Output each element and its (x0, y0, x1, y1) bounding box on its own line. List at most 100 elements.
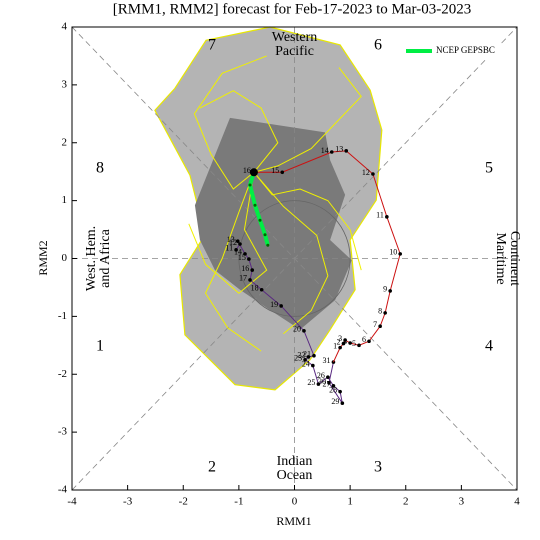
observed-point (338, 389, 342, 394)
observed-point (280, 170, 285, 175)
y-tick-label: -4 (58, 484, 68, 496)
observed-point (343, 338, 347, 342)
y-tick-label: 1 (62, 194, 68, 206)
phase-label: 6 (374, 37, 382, 54)
observed-point (378, 324, 382, 329)
observed-connector (332, 347, 341, 363)
observed-point (348, 341, 352, 345)
observed-point (327, 381, 331, 385)
observed-point (367, 339, 371, 344)
phase-label: 2 (208, 459, 216, 476)
point-label: 26 (317, 371, 325, 380)
x-tick-label: 2 (403, 496, 409, 508)
observed-point (388, 289, 392, 293)
point-label: 2 (336, 337, 340, 346)
phase-label: 3 (374, 459, 382, 476)
x-tick-label: 4 (514, 496, 520, 508)
point-label: 23 (294, 354, 302, 363)
point-label: 15 (238, 253, 246, 262)
uncertainty-area (194, 117, 352, 330)
point-label: 11 (376, 211, 384, 220)
observed-point (311, 363, 315, 368)
phase-label: 7 (208, 37, 216, 54)
observed-point (326, 375, 330, 379)
mean-point (258, 218, 262, 222)
point-label: 22 (297, 351, 305, 360)
point-label: 13 (227, 235, 235, 244)
point-label: 3 (338, 334, 342, 343)
y-tick-label: -1 (58, 310, 67, 322)
plot-area: 1112131415161718192021222324252627282930… (58, 21, 522, 508)
observed-point (247, 257, 251, 261)
region-label: West. Hem. (84, 226, 99, 291)
point-label: 24 (302, 359, 310, 368)
ensemble-mean (247, 171, 270, 246)
phase-label: 4 (485, 338, 493, 355)
point-label: 31 (322, 356, 330, 365)
point-label: 25 (307, 378, 315, 387)
x-tick-label: -2 (179, 496, 188, 508)
y-tick-label: -2 (58, 368, 67, 380)
observed-point (279, 304, 283, 308)
observed-point (302, 329, 306, 333)
point-label: 21 (303, 350, 311, 359)
initial-point (249, 168, 258, 177)
observed-point (329, 150, 334, 154)
observed-point (357, 343, 361, 348)
mean-point (248, 183, 252, 187)
point-label: 13 (335, 145, 343, 154)
x-tick-label: -1 (234, 496, 243, 508)
ensemble-member (253, 67, 362, 173)
region-label: Western (272, 30, 318, 45)
observed-point (340, 401, 345, 405)
mean-point (253, 203, 257, 207)
point-label: 15 (271, 166, 279, 175)
y-tick-label: 4 (62, 21, 68, 33)
x-tick-label: 3 (459, 496, 465, 508)
point-label: 28 (329, 385, 337, 394)
observed-point (398, 252, 402, 256)
point-label: 4 (343, 337, 347, 346)
point-label: 14 (321, 146, 329, 155)
point-label: 30 (318, 377, 326, 386)
point-label: 17 (239, 274, 247, 283)
observed-point (250, 268, 255, 272)
region-label: and Africa (98, 228, 113, 287)
point-label: 19 (270, 300, 278, 309)
observed-point (259, 287, 264, 292)
point-label: 16 (243, 166, 251, 175)
unit-circle (238, 200, 351, 317)
point-label: 27 (322, 380, 330, 389)
x-tick-label: 1 (347, 496, 353, 508)
region-label: Continent (507, 231, 522, 286)
y-tick-label: -3 (58, 426, 68, 438)
mean-point (266, 243, 270, 247)
observed-line (253, 150, 401, 348)
observed-point (306, 355, 311, 359)
ensemble-member (199, 90, 279, 173)
legend-label: NCEP GEPSBC (436, 45, 495, 55)
observed-point (341, 341, 346, 346)
phase-label: 1 (96, 338, 104, 355)
y-tick-label: 0 (62, 252, 68, 264)
observed-point (303, 357, 307, 362)
observed-point (331, 384, 336, 388)
observed-point (383, 311, 387, 315)
observed-point (238, 242, 242, 246)
observed-point (234, 248, 238, 252)
x-axis-label: RMM1 (276, 514, 311, 528)
legend-box (402, 44, 514, 58)
x-tick-label: -3 (123, 496, 133, 508)
observed-point (371, 172, 375, 176)
point-label: 12 (362, 168, 370, 177)
x-tick-label: -4 (67, 496, 77, 508)
point-label: 11 (225, 244, 233, 253)
phase-label: 5 (485, 160, 493, 177)
phase-label: 8 (96, 160, 104, 177)
ensemble-member (253, 171, 362, 271)
point-label: 5 (352, 339, 356, 348)
chart-title: [RMM1, RMM2] forecast for Feb-17-2023 to… (113, 1, 471, 17)
mean-point (263, 233, 267, 237)
y-tick-label: 3 (62, 78, 68, 90)
